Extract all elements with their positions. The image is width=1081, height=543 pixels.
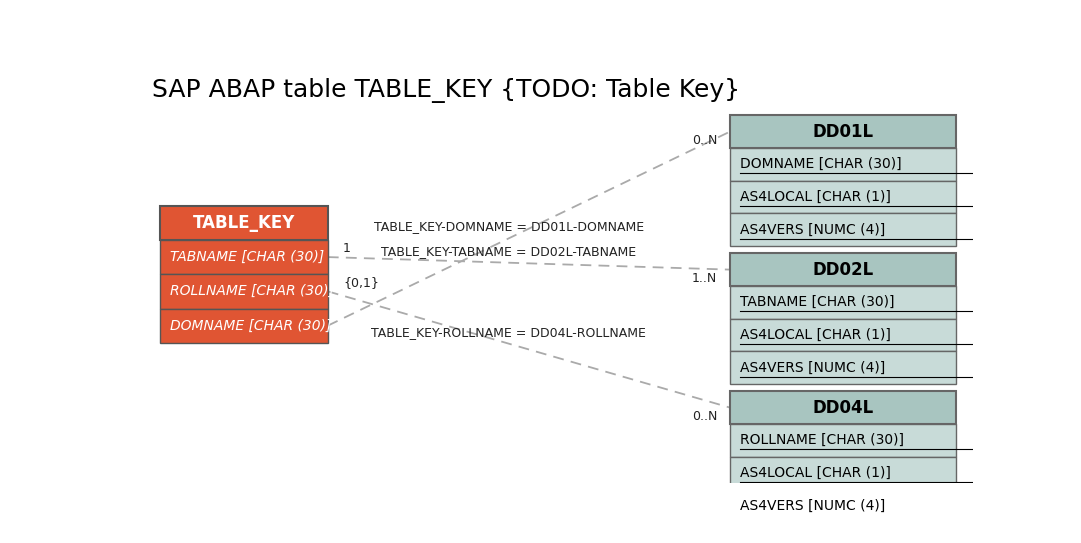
Text: ROLLNAME [CHAR (30)]: ROLLNAME [CHAR (30)] [740, 433, 904, 447]
Text: ROLLNAME [CHAR (30)]: ROLLNAME [CHAR (30)] [171, 285, 334, 298]
Bar [730, 115, 957, 148]
Bar [730, 489, 957, 522]
Bar [730, 392, 957, 424]
Text: TABLE_KEY-DOMNAME = DD01L-DOMNAME: TABLE_KEY-DOMNAME = DD01L-DOMNAME [374, 220, 644, 233]
Text: AS4VERS [NUMC (4)]: AS4VERS [NUMC (4)] [740, 361, 885, 375]
Text: 0..N: 0..N [692, 134, 718, 147]
Bar [730, 213, 957, 246]
Text: AS4LOCAL [CHAR (1)]: AS4LOCAL [CHAR (1)] [740, 190, 891, 204]
Bar [160, 274, 328, 308]
Text: TABNAME [CHAR (30)]: TABNAME [CHAR (30)] [740, 295, 894, 309]
Text: {0,1}: {0,1} [343, 276, 378, 289]
Text: TABLE_KEY-TABNAME = DD02L-TABNAME: TABLE_KEY-TABNAME = DD02L-TABNAME [382, 245, 637, 258]
Bar [730, 457, 957, 489]
Text: AS4VERS [NUMC (4)]: AS4VERS [NUMC (4)] [740, 223, 885, 237]
Text: 1: 1 [343, 242, 350, 255]
Text: DD04L: DD04L [813, 399, 873, 416]
Text: TABLE_KEY-ROLLNAME = DD04L-ROLLNAME: TABLE_KEY-ROLLNAME = DD04L-ROLLNAME [372, 326, 646, 339]
Text: DOMNAME [CHAR (30)]: DOMNAME [CHAR (30)] [740, 157, 902, 171]
Text: TABNAME [CHAR (30)]: TABNAME [CHAR (30)] [171, 250, 324, 264]
Text: SAP ABAP table TABLE_KEY {TODO: Table Key}: SAP ABAP table TABLE_KEY {TODO: Table Ke… [151, 78, 740, 103]
Bar [160, 206, 328, 240]
Bar [730, 286, 957, 319]
Text: AS4LOCAL [CHAR (1)]: AS4LOCAL [CHAR (1)] [740, 328, 891, 342]
Bar [730, 319, 957, 351]
Bar [730, 351, 957, 384]
Bar [730, 181, 957, 213]
Text: DD01L: DD01L [813, 123, 873, 141]
Bar [730, 253, 957, 286]
Text: DD02L: DD02L [813, 261, 873, 279]
Bar [160, 240, 328, 274]
Bar [730, 148, 957, 181]
Bar [160, 308, 328, 343]
Text: 0..N: 0..N [692, 409, 718, 422]
Text: TABLE_KEY: TABLE_KEY [192, 214, 295, 232]
Text: DOMNAME [CHAR (30)]: DOMNAME [CHAR (30)] [171, 319, 332, 333]
Text: 1..N: 1..N [692, 272, 718, 285]
Bar [730, 424, 957, 457]
Text: AS4LOCAL [CHAR (1)]: AS4LOCAL [CHAR (1)] [740, 466, 891, 480]
Text: AS4VERS [NUMC (4)]: AS4VERS [NUMC (4)] [740, 498, 885, 513]
